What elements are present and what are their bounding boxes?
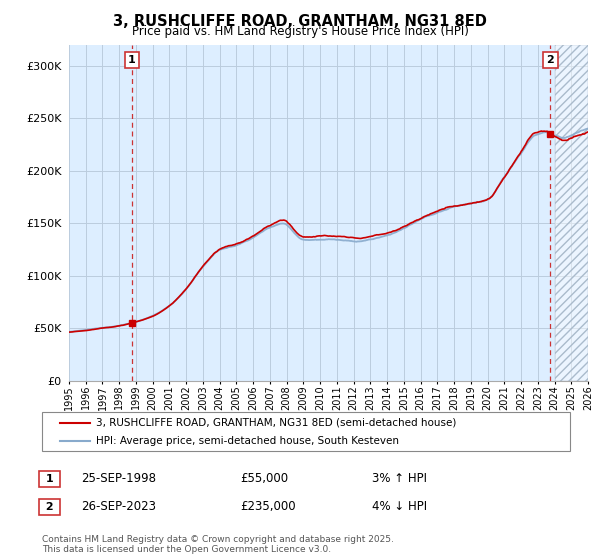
Text: HPI: Average price, semi-detached house, South Kesteven: HPI: Average price, semi-detached house,… bbox=[96, 436, 399, 446]
Text: 2: 2 bbox=[547, 55, 554, 65]
Text: 26-SEP-2023: 26-SEP-2023 bbox=[81, 500, 156, 514]
Text: 4% ↓ HPI: 4% ↓ HPI bbox=[372, 500, 427, 514]
Text: £235,000: £235,000 bbox=[240, 500, 296, 514]
Bar bbox=[554, 45, 588, 381]
Text: 25-SEP-1998: 25-SEP-1998 bbox=[81, 472, 156, 486]
Text: 3, RUSHCLIFFE ROAD, GRANTHAM, NG31 8ED (semi-detached house): 3, RUSHCLIFFE ROAD, GRANTHAM, NG31 8ED (… bbox=[96, 418, 457, 428]
Bar bbox=[554, 45, 588, 381]
Text: 1: 1 bbox=[128, 55, 136, 65]
Text: 2: 2 bbox=[42, 502, 58, 512]
Text: 1: 1 bbox=[42, 474, 58, 484]
Text: Contains HM Land Registry data © Crown copyright and database right 2025.
This d: Contains HM Land Registry data © Crown c… bbox=[42, 535, 394, 554]
Text: 3% ↑ HPI: 3% ↑ HPI bbox=[372, 472, 427, 486]
Text: Price paid vs. HM Land Registry's House Price Index (HPI): Price paid vs. HM Land Registry's House … bbox=[131, 25, 469, 38]
Text: £55,000: £55,000 bbox=[240, 472, 288, 486]
Text: 3, RUSHCLIFFE ROAD, GRANTHAM, NG31 8ED: 3, RUSHCLIFFE ROAD, GRANTHAM, NG31 8ED bbox=[113, 14, 487, 29]
